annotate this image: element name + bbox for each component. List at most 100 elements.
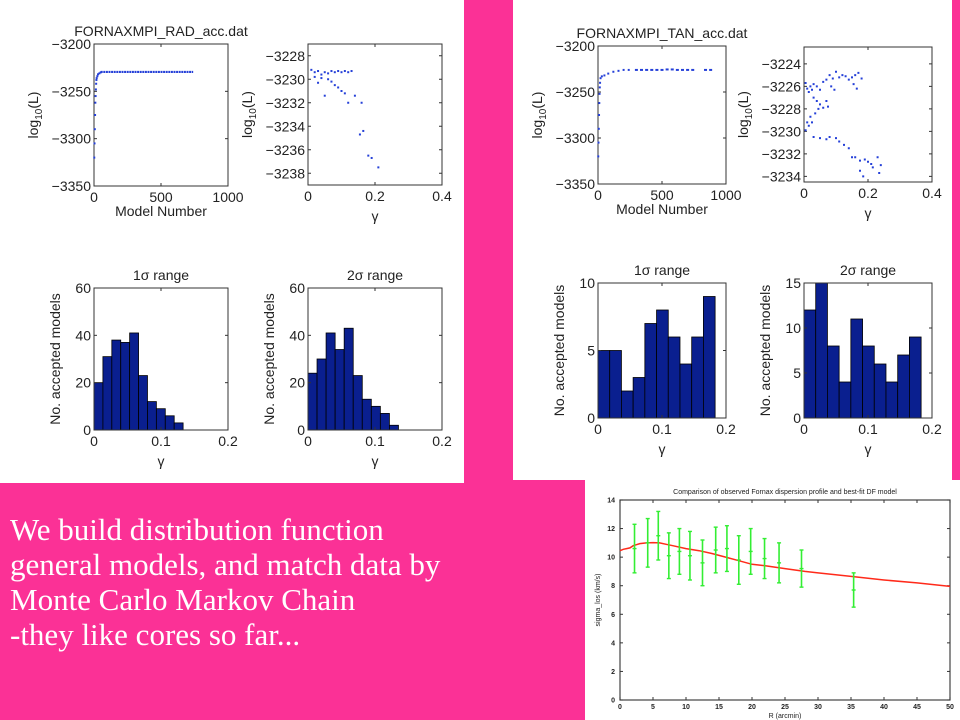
y-tick-label: 10 [785,320,801,336]
histogram-bar [129,332,139,431]
x-tick-label: 0.2 [432,433,452,449]
chart-rad_gamma: 0 0.2 0.4 −3228 −3230 −3232 −3234 −3236 −3238 γ lo… [239,43,452,224]
scatter-point [822,106,825,109]
y-axis-label: log10(L) [239,91,259,138]
scatter-point [817,107,820,110]
scatter-point [313,71,316,74]
scatter-point [819,88,821,91]
y-axis-label: No. accepted models [261,293,277,425]
scatter-point [362,129,365,132]
x-tick-label: 0.1 [652,421,672,437]
histogram-bar [93,382,104,431]
scatter-point [819,103,821,106]
y-tick-label: −3250 [556,84,596,100]
x-tick-label: 0.2 [858,185,878,201]
data-point-errorbar [656,510,661,561]
scatter-point [377,166,380,169]
y-tick-label: 60 [75,280,91,296]
left-figure-panel [0,0,464,483]
scatter-point [867,160,869,163]
scatter-point [95,78,98,81]
scatter-point [709,68,713,71]
scatter-point [822,80,825,83]
histogram-bar [597,350,611,419]
histogram-bar [352,375,363,431]
scatter-point [838,140,841,143]
scatter-point [812,136,815,138]
histogram-bar [703,296,716,419]
chart-tan_hist_2sigma: 0 0.1 0.2 0 5 10 15 2σ range γ No. accepted model… [757,262,942,457]
y-label-subscript: 10 [744,108,755,120]
scatter-point [857,71,860,74]
y-label-base: log [735,119,751,138]
scatter-point [809,85,812,88]
scatter-point [665,68,669,71]
data-point-errorbar [677,527,682,575]
y-tick-label: 8 [611,583,615,590]
y-tick-label: −3224 [762,56,802,72]
chart-rad_hist_1sigma: 0 0.1 0.2 0 20 40 60 1σ range γ No. accepted mode… [47,267,238,469]
x-tick-label: 1000 [710,187,741,203]
scatter-point [93,156,96,159]
y-tick-label: −3232 [762,146,802,162]
scatter-point [838,76,841,79]
y-tick-label: −3232 [266,95,306,111]
scatter-point [851,156,853,159]
scatter-point [94,101,97,104]
x-tick-label: 45 [913,704,921,711]
scatter-point [317,70,320,73]
chart-tan_gamma: 0 0.2 0.4 −3224 −3226 −3228 −3230 −3232 −3234 γ lo… [735,46,942,221]
caption-line: We build distribution function [10,512,384,547]
scatter-point [835,137,837,140]
y-tick-label: 0 [587,410,595,426]
y-axis-label: log10(L) [735,91,755,138]
x-axis-label: R (arcmin) [769,713,802,720]
y-tick-label: 5 [793,365,801,381]
scatter-point [833,88,836,91]
histogram-bar [316,358,327,431]
scatter-point [97,73,100,76]
histogram-bar [155,408,166,431]
y-tick-label: 15 [785,275,801,291]
scatter-point [814,112,817,115]
y-tick-label: 0 [83,422,91,438]
y-axis-label: sigma_los (km/s) [595,574,602,627]
scatter-point [859,159,861,162]
caption-line: -they like cores so far... [10,617,301,652]
data-point-errorbar [799,549,804,588]
scatter-point [809,115,812,118]
histogram-bar [370,405,381,431]
scatter-point [94,95,97,98]
scatter-point [806,121,809,124]
y-tick-label: −3230 [266,71,306,87]
plot-frame [597,45,727,185]
histogram-bar [679,363,693,419]
x-axis-label: Model Number [115,203,207,219]
data-point-errorbar [736,535,741,585]
scatter-point [811,121,813,124]
scatter-point [597,127,600,130]
histogram-bar [621,390,634,419]
scatter-point [347,71,350,74]
scatter-point [327,72,330,75]
data-point-errorbar [851,572,856,608]
histogram-bar [897,354,910,419]
x-tick-label: 0.2 [922,421,942,437]
scatter-point [347,101,350,104]
scatter-point [655,68,659,71]
scatter-point [675,68,679,71]
chart-title: 2σ range [840,262,896,278]
scatter-point [94,114,97,116]
histogram-bar [307,372,318,431]
scatter-point [847,78,850,81]
histogram-bar [334,349,345,431]
y-tick-label: 14 [607,498,615,505]
chart-dispersion-profile: 0 5 10 15 20 25 30 35 40 45 50 0 2 4 6 8 10 12 14 Compariso… [595,489,954,720]
y-axis-label: log10(L) [25,92,45,139]
scatter-point [320,77,323,80]
y-label-base: log [239,119,255,138]
scatter-point [825,100,828,102]
scatter-point [353,94,356,97]
scatter-point [603,74,606,77]
scatter-point [806,87,809,90]
